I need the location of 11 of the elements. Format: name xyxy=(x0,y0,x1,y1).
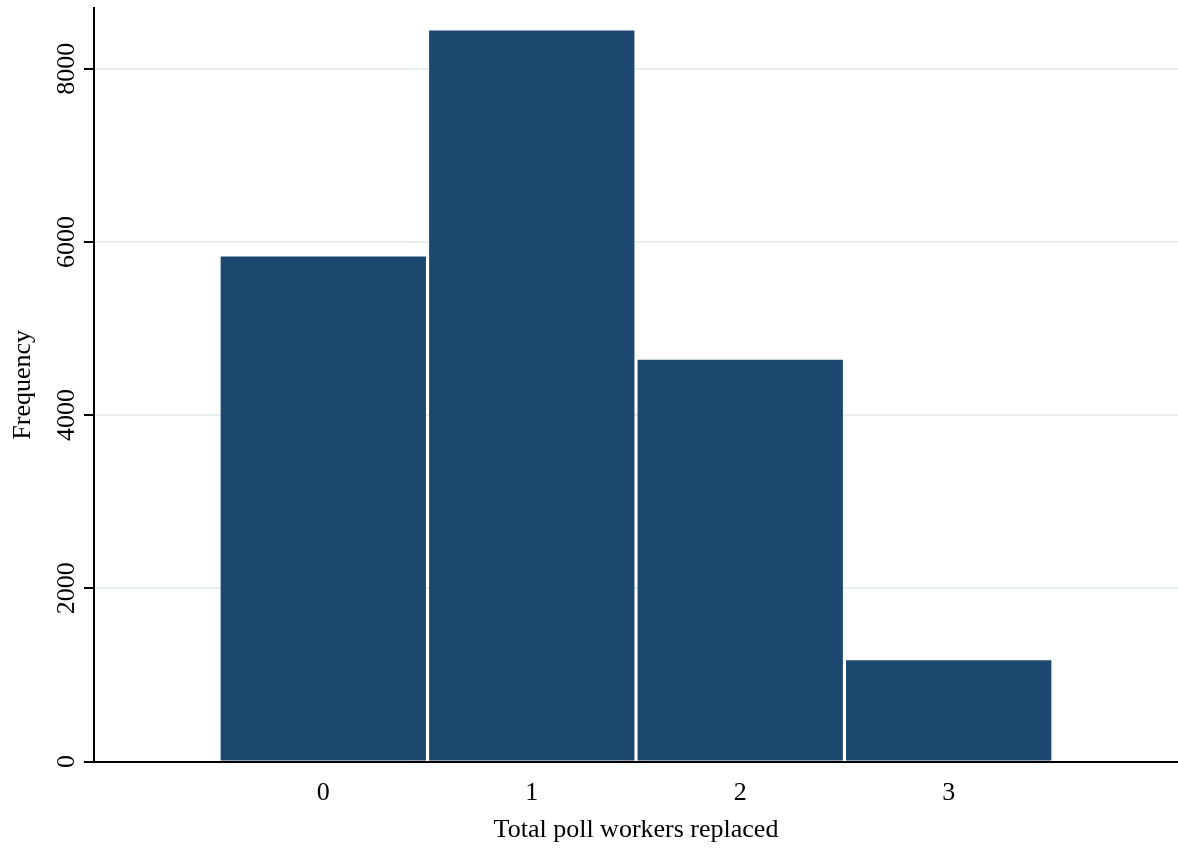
y-tick-label: 6000 xyxy=(50,215,80,268)
x-tick-label: 0 xyxy=(316,777,330,807)
x-tick-label: 1 xyxy=(525,777,539,807)
x-tick-label: 3 xyxy=(942,777,956,807)
y-axis-title: Frequency xyxy=(7,329,37,440)
y-tick-label: 0 xyxy=(50,755,80,769)
y-tick-label: 2000 xyxy=(50,562,80,615)
y-tick-label: 4000 xyxy=(50,389,80,442)
x-tick-label: 2 xyxy=(733,777,747,807)
x-axis-title: Total poll workers replaced xyxy=(493,814,779,844)
y-tick-label: 8000 xyxy=(50,42,80,95)
